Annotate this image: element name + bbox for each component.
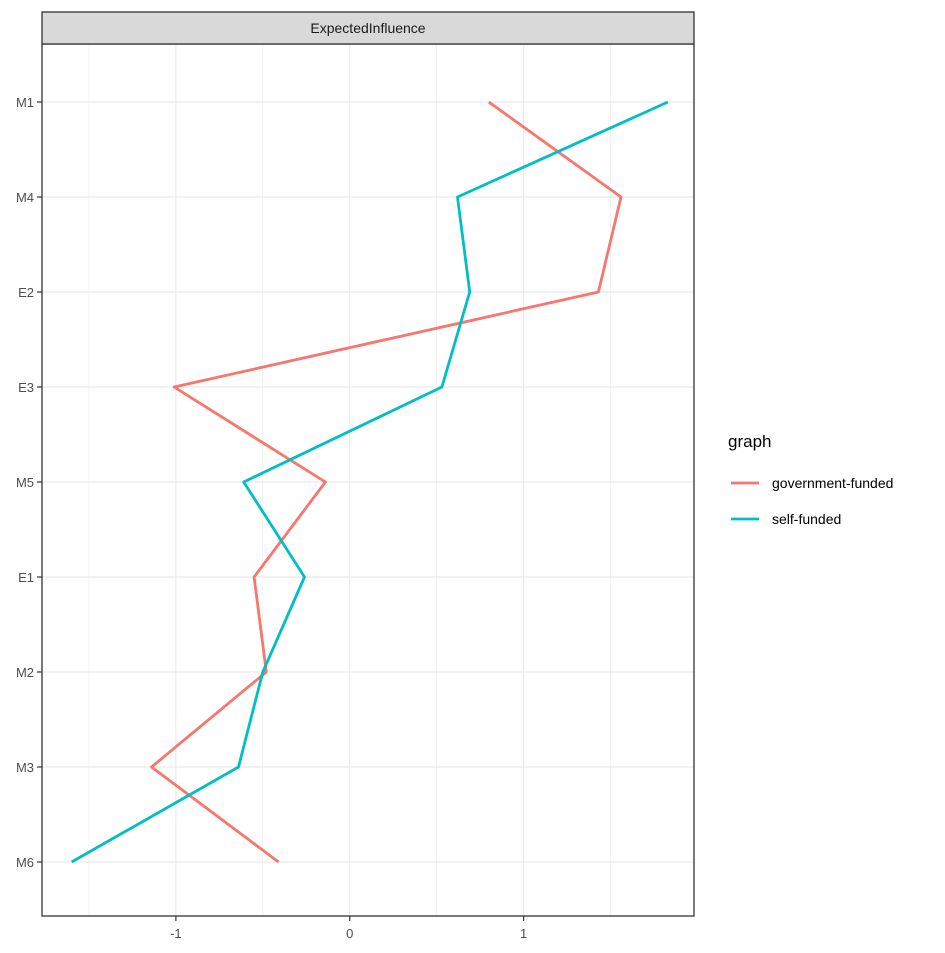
series-line-self-funded <box>70 100 669 864</box>
plot-panel-background <box>42 44 694 916</box>
y-tick-label: M5 <box>16 475 34 490</box>
legend-title: graph <box>728 432 771 451</box>
facet-strip-label: ExpectedInfluence <box>310 20 425 36</box>
y-tick-label: M4 <box>16 190 34 205</box>
x-tick-label: -1 <box>170 926 182 941</box>
y-tick-label: E3 <box>18 380 34 395</box>
facet-strip <box>41 11 695 45</box>
x-tick-label: 1 <box>520 926 527 941</box>
legend: graph government-funded self-funded <box>728 432 893 527</box>
y-tick-label: M2 <box>16 665 34 680</box>
grid-major <box>42 44 694 916</box>
y-tick-label: E1 <box>18 570 34 585</box>
y-tick-label: M1 <box>16 95 34 110</box>
x-tick-label: 0 <box>346 926 353 941</box>
y-axis: M1 M4 E2 E3 M5 E1 M2 M3 M6 <box>16 95 42 870</box>
legend-label-government-funded: government-funded <box>772 475 893 491</box>
legend-label-self-funded: self-funded <box>772 511 841 527</box>
y-tick-label: M3 <box>16 760 34 775</box>
series-line-government-funded <box>150 100 623 864</box>
series-lines <box>70 100 669 864</box>
y-tick-label: E2 <box>18 285 34 300</box>
x-axis: -1 0 1 <box>170 916 527 941</box>
y-tick-label: M6 <box>16 855 34 870</box>
